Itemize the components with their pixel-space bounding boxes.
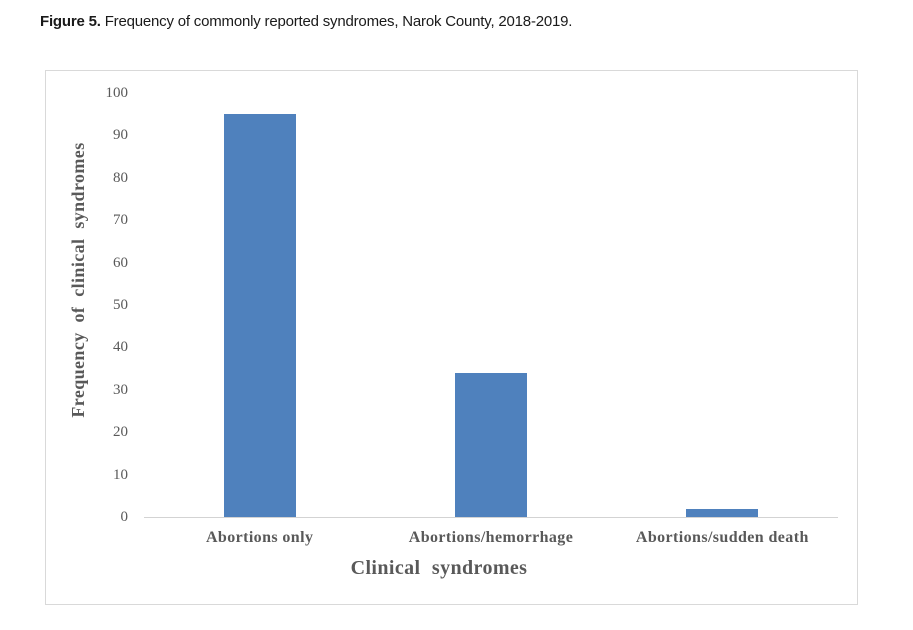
y-tick-label: 100 (105, 85, 129, 101)
y-tick-label: 30 (113, 381, 128, 398)
y-tick-label: 10 (113, 466, 128, 483)
x-axis-title: Clinical syndromes (350, 557, 528, 579)
plot-area (144, 93, 838, 518)
figure-caption-text: Frequency of commonly reported syndromes… (104, 13, 573, 30)
y-tick-label: 0 (120, 509, 129, 525)
y-tick-label: 40 (113, 339, 128, 356)
x-category-label: Abortions only (205, 529, 314, 546)
figure-caption: Figure 5. Frequency of commonly reported… (40, 13, 572, 30)
bar-1 (223, 114, 296, 517)
y-tick-label: 80 (113, 169, 128, 186)
bar-3 (686, 508, 759, 517)
y-axis-ticks: 0 10 20 30 40 50 60 70 80 90 100 (46, 71, 129, 606)
x-category-label: Abortions/sudden death (635, 529, 809, 546)
figure-caption-label: Figure 5. (40, 13, 101, 30)
y-tick-label: 90 (113, 127, 128, 144)
bar-2 (455, 372, 527, 517)
bar-chart: Frequency of clinical syndromes 0 10 20 30 4… (45, 70, 858, 605)
x-axis-labels: Abortions only Abortions/hemorrhage Aborti… (144, 529, 838, 551)
y-tick-label: 70 (113, 212, 128, 229)
y-tick-label: 60 (113, 254, 128, 271)
x-axis-line (144, 517, 838, 518)
y-tick-label: 50 (113, 297, 128, 313)
x-category-label: Abortions/hemorrhage (408, 529, 574, 546)
y-tick-label: 20 (113, 424, 128, 441)
